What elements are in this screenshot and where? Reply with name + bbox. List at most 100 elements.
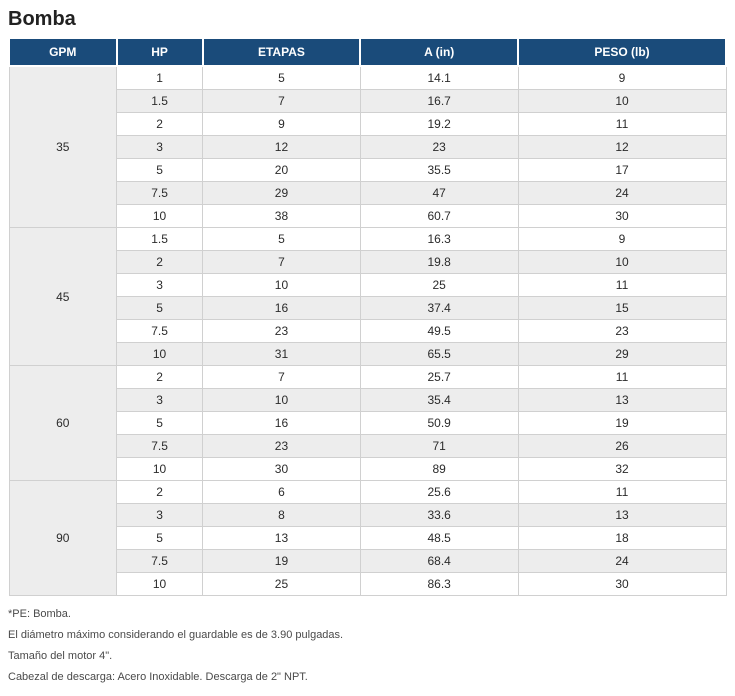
table-row: 902625.611 bbox=[9, 481, 726, 504]
col-header-peso: PESO (lb) bbox=[518, 38, 726, 66]
table-cell: 7.5 bbox=[117, 550, 203, 573]
table-cell: 23 bbox=[203, 435, 361, 458]
table-cell: 86.3 bbox=[360, 573, 518, 596]
col-header-gpm: GPM bbox=[9, 38, 117, 66]
table-cell: 89 bbox=[360, 458, 518, 481]
table-cell: 11 bbox=[518, 481, 726, 504]
table-row: 103165.529 bbox=[9, 343, 726, 366]
table-cell: 25 bbox=[203, 573, 361, 596]
table-cell: 19 bbox=[518, 412, 726, 435]
table-row: 451.5516.39 bbox=[9, 228, 726, 251]
table-cell: 25.6 bbox=[360, 481, 518, 504]
table-cell: 5 bbox=[203, 66, 361, 90]
table-cell: 30 bbox=[203, 458, 361, 481]
table-cell: 37.4 bbox=[360, 297, 518, 320]
table-cell: 71 bbox=[360, 435, 518, 458]
table-cell: 9 bbox=[518, 228, 726, 251]
table-cell: 17 bbox=[518, 159, 726, 182]
table-cell: 10 bbox=[117, 343, 203, 366]
table-cell: 49.5 bbox=[360, 320, 518, 343]
table-cell: 32 bbox=[518, 458, 726, 481]
table-row: 351514.19 bbox=[9, 66, 726, 90]
table-cell: 7.5 bbox=[117, 320, 203, 343]
table-cell: 3 bbox=[117, 274, 203, 297]
footnote-line: *PE: Bomba. bbox=[8, 604, 727, 625]
table-cell: 23 bbox=[518, 320, 726, 343]
table-cell: 65.5 bbox=[360, 343, 518, 366]
table-cell: 60.7 bbox=[360, 205, 518, 228]
table-row: 10308932 bbox=[9, 458, 726, 481]
col-header-etapas: ETAPAS bbox=[203, 38, 361, 66]
table-cell: 2 bbox=[117, 113, 203, 136]
table-cell: 7 bbox=[203, 90, 361, 113]
footnote-line: El diámetro máximo considerando el guard… bbox=[8, 625, 727, 646]
table-row: 1.5716.710 bbox=[9, 90, 726, 113]
table-row: 7.5237126 bbox=[9, 435, 726, 458]
table-row: 3122312 bbox=[9, 136, 726, 159]
table-row: 2719.810 bbox=[9, 251, 726, 274]
table-cell: 33.6 bbox=[360, 504, 518, 527]
table-cell: 1 bbox=[117, 66, 203, 90]
table-cell: 10 bbox=[117, 205, 203, 228]
table-cell: 13 bbox=[518, 504, 726, 527]
table-cell: 23 bbox=[360, 136, 518, 159]
table-cell: 19 bbox=[203, 550, 361, 573]
table-cell: 11 bbox=[518, 274, 726, 297]
col-header-a: A (in) bbox=[360, 38, 518, 66]
table-row: 3833.613 bbox=[9, 504, 726, 527]
table-cell: 5 bbox=[117, 159, 203, 182]
table-cell: 7.5 bbox=[117, 182, 203, 205]
table-cell: 2 bbox=[117, 366, 203, 389]
table-row: 103860.730 bbox=[9, 205, 726, 228]
table-cell: 30 bbox=[518, 205, 726, 228]
table-cell: 10 bbox=[518, 251, 726, 274]
table-row: 3102511 bbox=[9, 274, 726, 297]
table-cell: 14.1 bbox=[360, 66, 518, 90]
table-cell: 12 bbox=[203, 136, 361, 159]
table-cell: 30 bbox=[518, 573, 726, 596]
table-row: 52035.517 bbox=[9, 159, 726, 182]
table-cell: 29 bbox=[203, 182, 361, 205]
table-row: 51637.415 bbox=[9, 297, 726, 320]
table-cell: 16.3 bbox=[360, 228, 518, 251]
table-cell: 7 bbox=[203, 251, 361, 274]
table-cell: 19.8 bbox=[360, 251, 518, 274]
table-cell: 2 bbox=[117, 251, 203, 274]
table-cell: 5 bbox=[203, 228, 361, 251]
gpm-cell: 45 bbox=[9, 228, 117, 366]
table-cell: 31 bbox=[203, 343, 361, 366]
table-cell: 2 bbox=[117, 481, 203, 504]
table-cell: 35.4 bbox=[360, 389, 518, 412]
table-cell: 15 bbox=[518, 297, 726, 320]
table-cell: 12 bbox=[518, 136, 726, 159]
table-cell: 9 bbox=[203, 113, 361, 136]
table-cell: 6 bbox=[203, 481, 361, 504]
table-cell: 19.2 bbox=[360, 113, 518, 136]
table-cell: 68.4 bbox=[360, 550, 518, 573]
table-cell: 48.5 bbox=[360, 527, 518, 550]
col-header-hp: HP bbox=[117, 38, 203, 66]
table-cell: 8 bbox=[203, 504, 361, 527]
table-cell: 10 bbox=[117, 458, 203, 481]
table-row: 102586.330 bbox=[9, 573, 726, 596]
table-cell: 3 bbox=[117, 504, 203, 527]
pump-spec-table: GPM HP ETAPAS A (in) PESO (lb) 351514.19… bbox=[8, 37, 727, 596]
table-cell: 24 bbox=[518, 550, 726, 573]
table-cell: 16.7 bbox=[360, 90, 518, 113]
table-row: 7.52349.523 bbox=[9, 320, 726, 343]
table-cell: 10 bbox=[117, 573, 203, 596]
table-cell: 20 bbox=[203, 159, 361, 182]
table-cell: 5 bbox=[117, 297, 203, 320]
table-cell: 25 bbox=[360, 274, 518, 297]
table-cell: 47 bbox=[360, 182, 518, 205]
table-header-row: GPM HP ETAPAS A (in) PESO (lb) bbox=[9, 38, 726, 66]
table-cell: 23 bbox=[203, 320, 361, 343]
page-title: Bomba bbox=[8, 8, 727, 31]
table-cell: 18 bbox=[518, 527, 726, 550]
table-cell: 9 bbox=[518, 66, 726, 90]
table-cell: 1.5 bbox=[117, 90, 203, 113]
table-cell: 3 bbox=[117, 389, 203, 412]
table-cell: 13 bbox=[203, 527, 361, 550]
table-cell: 1.5 bbox=[117, 228, 203, 251]
table-row: 7.5294724 bbox=[9, 182, 726, 205]
